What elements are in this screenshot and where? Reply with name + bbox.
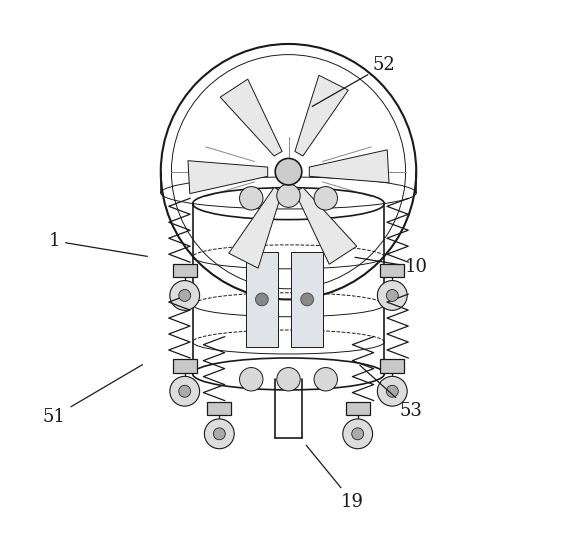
Text: 19: 19 [306,445,364,511]
Bar [346,402,370,415]
Circle shape [256,293,268,306]
Circle shape [179,289,190,301]
Circle shape [343,419,373,449]
Circle shape [377,376,407,406]
Circle shape [179,385,190,397]
Bar [380,264,404,277]
Circle shape [377,280,407,310]
Polygon shape [228,187,282,268]
Text: 52: 52 [312,56,396,106]
Circle shape [387,385,398,397]
Bar [380,360,404,372]
Bar [173,264,197,277]
Circle shape [239,187,263,210]
Circle shape [387,289,398,301]
Text: 53: 53 [359,365,422,420]
Bar [173,360,197,372]
Circle shape [277,184,300,208]
Circle shape [314,187,338,210]
Circle shape [277,368,300,391]
Bar [207,402,231,415]
Circle shape [170,376,200,406]
Circle shape [170,280,200,310]
Circle shape [314,368,338,391]
Polygon shape [220,79,282,156]
Bar [291,251,323,347]
Text: 1: 1 [48,232,147,256]
Polygon shape [309,150,389,183]
Circle shape [275,158,302,185]
Text: 10: 10 [355,257,428,277]
Polygon shape [188,160,268,194]
Text: 51: 51 [43,365,143,425]
Circle shape [301,293,313,306]
Polygon shape [295,187,357,264]
Circle shape [213,428,225,440]
Bar [246,251,278,347]
Circle shape [239,368,263,391]
Circle shape [204,419,234,449]
Polygon shape [295,75,349,156]
Circle shape [352,428,364,440]
